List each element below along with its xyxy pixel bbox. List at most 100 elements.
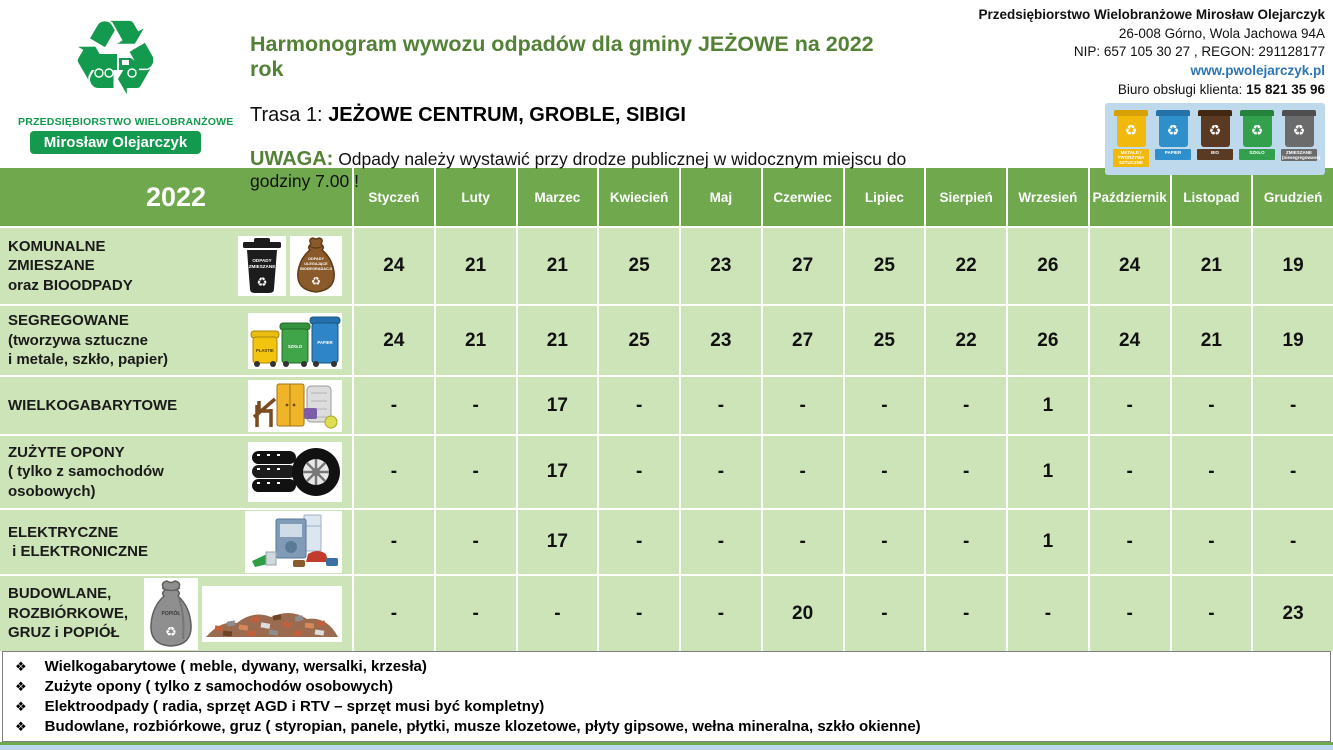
recycle-symbol-icon: ♻ <box>1200 116 1230 148</box>
schedule-value-cell: 23 <box>1253 576 1333 651</box>
schedule-value-cell: - <box>354 510 434 574</box>
schedule-value-cell: 24 <box>354 228 434 304</box>
schedule-value-cell: 21 <box>1171 228 1252 304</box>
bin-label: ZMIESZANE (niesegregowane) <box>1281 149 1321 162</box>
schedule-value-cell: 27 <box>762 228 843 304</box>
schedule-value-cell: 1 <box>1008 510 1088 574</box>
row-label-elektryczne: ELEKTRYCZNE i ELEKTRONICZNE <box>0 510 352 574</box>
schedule-value-cell: 27 <box>762 306 843 375</box>
row-icons: POPIÓŁ ♻ <box>144 577 342 650</box>
schedule-value-cell: - <box>1089 436 1170 508</box>
bin-label: METALE I TWORZYWA SZTUCZNE <box>1113 149 1149 167</box>
schedule-value-cell: - <box>1089 576 1170 651</box>
month-header: Październik <box>1089 168 1170 226</box>
note-item: ❖ Elektroodpady ( radia, sprzęt AGD i RTV… <box>15 697 1320 717</box>
schedule-value-cell: 25 <box>844 306 925 375</box>
schedule-value-cell: 20 <box>762 576 843 651</box>
bulky-waste-icon <box>248 379 342 432</box>
note-text: Zużyte opony ( tylko z samochodów osobow… <box>44 678 394 696</box>
schedule-value-cell: - <box>435 510 516 574</box>
month-header: Styczeń <box>354 168 434 226</box>
contact-office: Biuro obsługi klienta: 15 821 35 96 <box>925 81 1325 100</box>
schedule-value-cell: - <box>926 510 1006 574</box>
row-label-wielkogabarytowe: WIELKOGABARYTOWE <box>0 377 352 434</box>
schedule-value-cell: - <box>762 377 843 434</box>
schedule-value-cell: - <box>681 377 761 434</box>
schedule-value-cell: 17 <box>517 510 598 574</box>
footer-blue-bar <box>0 745 1333 750</box>
schedule-value-cell: 22 <box>926 306 1006 375</box>
svg-text:PAPIER: PAPIER <box>317 340 332 345</box>
svg-text:SZKŁO: SZKŁO <box>288 344 303 349</box>
route-line: Trasa 1: JEŻOWE CENTRUM, GROBLE, SIBIGI <box>250 104 910 127</box>
month-header: Wrzesień <box>1008 168 1088 226</box>
waste-type-label: BUDOWLANE, ROZBIÓRKOWE, GRUZ i POPIÓŁ <box>8 585 128 642</box>
schedule-value-cell: - <box>599 510 679 574</box>
schedule-value-cell: - <box>435 377 516 434</box>
month-header: Grudzień <box>1253 168 1333 226</box>
month-header: Sierpień <box>926 168 1006 226</box>
svg-text:♻: ♻ <box>311 275 321 288</box>
row-icons: ODPADY ZMIESZANE ♻ ODPADY ULEGAJĄCE BIOD… <box>238 236 342 296</box>
svg-text:ULEGAJĄCE: ULEGAJĄCE <box>304 262 328 266</box>
schedule-value-cell: - <box>517 576 598 651</box>
schedule-value-cell: 1 <box>1008 436 1088 508</box>
month-header: Lipiec <box>844 168 925 226</box>
note-item: ❖ Budowlane, rozbiórkowe, gruz ( styropia… <box>15 717 1320 737</box>
schedule-value-cell: 26 <box>1008 228 1088 304</box>
schedule-value-cell: 22 <box>926 228 1006 304</box>
schedule-value-cell: 25 <box>599 228 679 304</box>
waste-type-label: SEGREGOWANE (tworzywa sztuczne i metale,… <box>8 312 169 369</box>
schedule-value-cell: 17 <box>517 436 598 508</box>
note-item: ❖ Wielkogabarytowe ( meble, dywany, wersa… <box>15 657 1320 677</box>
note-text: Elektroodpady ( radia, sprzęt AGD i RTV … <box>44 698 545 716</box>
svg-text:ZMIESZANE: ZMIESZANE <box>249 264 276 269</box>
schedule-value-cell: - <box>762 436 843 508</box>
bin-label: PAPIER <box>1155 149 1191 161</box>
year-header: 2022 <box>0 168 352 226</box>
schedule-value-cell: - <box>844 510 925 574</box>
schedule-value-cell: - <box>762 510 843 574</box>
schedule-value-cell: - <box>599 436 679 508</box>
bin-lid <box>1240 110 1274 117</box>
schedule-value-cell: - <box>354 576 434 651</box>
ash-sack-icon: POPIÓŁ ♻ <box>144 577 198 650</box>
schedule-value-cell: - <box>926 377 1006 434</box>
schedule-value-cell: 21 <box>435 306 516 375</box>
diamond-bullet-icon: ❖ <box>15 700 27 716</box>
office-phone: 15 821 35 96 <box>1246 81 1325 97</box>
waste-type-label: ELEKTRYCZNE i ELEKTRONICZNE <box>8 523 149 561</box>
schedule-value-cell: 21 <box>435 228 516 304</box>
schedule-value-cell: 17 <box>517 377 598 434</box>
recycle-truck-logo: ♻ <box>18 6 213 114</box>
legend-bin: ♻ SZKŁO <box>1239 110 1275 161</box>
schedule-value-cell: - <box>435 576 516 651</box>
legend-bin: ♻ METALE I TWORZYWA SZTUCZNE <box>1113 110 1149 167</box>
schedule-value-cell: - <box>1253 377 1333 434</box>
route-value: JEŻOWE CENTRUM, GROBLE, SIBIGI <box>328 104 686 126</box>
month-header: Czerwiec <box>762 168 843 226</box>
recycle-symbol-icon: ♻ <box>1158 116 1188 148</box>
waste-type-label: ZUŻYTE OPONY ( tylko z samochodów osobow… <box>8 443 164 500</box>
notice-line: UWAGA: Odpady należy wystawić przy drodz… <box>250 148 910 192</box>
schedule-value-cell: - <box>599 377 679 434</box>
electronics-icon <box>245 511 342 573</box>
schedule-value-cell: 25 <box>844 228 925 304</box>
schedule-value-cell: - <box>1008 576 1088 651</box>
bin-lid <box>1198 110 1232 117</box>
schedule-value-cell: 23 <box>681 228 761 304</box>
schedule-value-cell: - <box>844 436 925 508</box>
schedule-value-cell: - <box>681 510 761 574</box>
schedule-value-cell: - <box>354 436 434 508</box>
schedule-value-cell: 21 <box>1171 306 1252 375</box>
note-text: Wielkogabarytowe ( meble, dywany, wersal… <box>44 658 427 676</box>
contact-company: Przedsiębiorstwo Wielobranżowe Mirosław … <box>978 7 1325 22</box>
legend-bin: ♻ BIO <box>1197 110 1233 161</box>
route-label: Trasa 1: <box>250 104 329 126</box>
bin-lid <box>1156 110 1190 117</box>
svg-text:POPIÓŁ: POPIÓŁ <box>162 609 181 617</box>
logo-owner-name: Mirosław Olejarczyk <box>29 131 202 154</box>
schedule-value-cell: - <box>844 576 925 651</box>
logo-company-type: PRZEDSIĘBIORSTWO WIELOBRANŻOWE <box>18 116 234 128</box>
